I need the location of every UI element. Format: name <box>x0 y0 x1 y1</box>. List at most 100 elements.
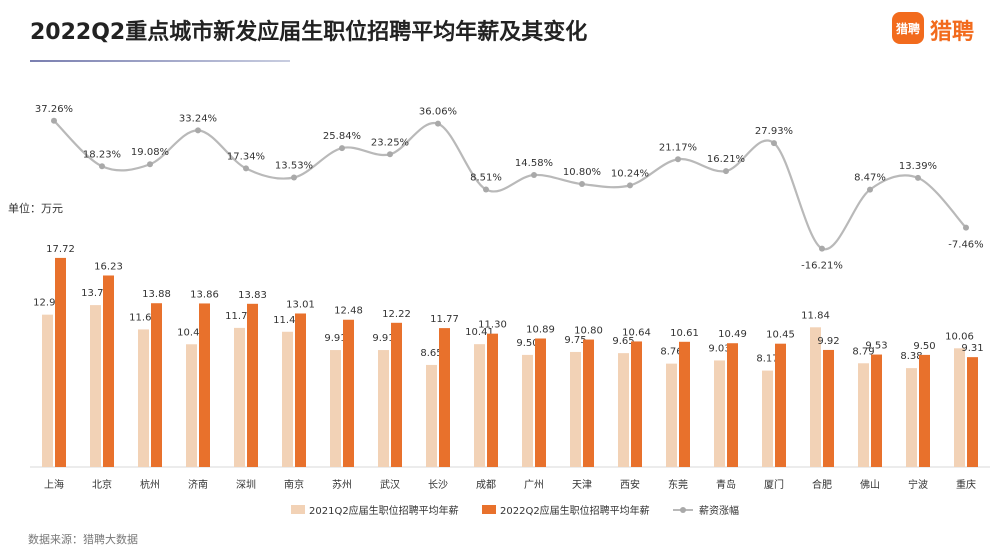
growth-point <box>51 117 57 124</box>
bar-2022 <box>391 322 402 467</box>
bar-2021-label: 9.91 <box>324 333 346 344</box>
bar-2022-label: 17.72 <box>46 244 75 255</box>
bar-2021-label: 9.50 <box>516 338 538 349</box>
bar-2022 <box>631 341 642 467</box>
bar-2022 <box>727 343 738 467</box>
growth-label: 23.25% <box>371 137 409 148</box>
bar-2021-label: 9.91 <box>372 333 394 344</box>
bar-2022-label: 10.45 <box>766 330 795 341</box>
bar-2021 <box>378 350 389 467</box>
bar-2022-label: 13.88 <box>142 289 171 300</box>
growth-point <box>291 174 297 181</box>
bar-2022-label: 11.30 <box>478 320 507 331</box>
bar-2021-label: 9.03 <box>708 343 730 354</box>
growth-point <box>627 182 633 189</box>
bar-2021-label: 9.75 <box>564 335 586 346</box>
growth-point <box>531 172 537 179</box>
x-tick-label: 佛山 <box>860 478 880 491</box>
bar-2022 <box>583 339 594 467</box>
bar-2022 <box>775 343 786 467</box>
bar-2021 <box>90 305 101 467</box>
growth-label: 21.17% <box>659 142 697 153</box>
bar-2022-label: 9.53 <box>865 341 887 352</box>
bar-2022-label: 13.86 <box>190 289 219 300</box>
growth-label: 17.34% <box>227 151 265 162</box>
bar-2021 <box>906 368 917 467</box>
bar-2022-label: 10.64 <box>622 327 651 338</box>
bar-2022 <box>439 328 450 467</box>
bar-2021-label: 8.79 <box>852 346 874 357</box>
legend-swatch-2022 <box>482 505 496 514</box>
growth-label: 10.80% <box>563 167 601 178</box>
bar-2022 <box>535 338 546 467</box>
bar-2021 <box>138 329 149 467</box>
growth-point <box>675 156 681 163</box>
growth-point <box>195 127 201 134</box>
x-tick-label: 宁波 <box>908 478 928 491</box>
legend-swatch-2021 <box>291 505 305 514</box>
growth-point <box>771 140 777 147</box>
growth-label: 36.06% <box>419 107 457 118</box>
bar-2021-label: 8.76 <box>660 347 682 358</box>
growth-point <box>243 165 249 172</box>
legend-label-growth: 薪资涨幅 <box>699 504 739 517</box>
bar-2021-label: 8.38 <box>900 351 922 362</box>
bar-2022-label: 9.92 <box>817 336 839 347</box>
bar-2022-label: 12.22 <box>382 309 411 320</box>
growth-label: 37.26% <box>35 104 73 115</box>
bar-2021-label: 9.65 <box>612 336 634 347</box>
bar-2022 <box>103 275 114 467</box>
bar-2021 <box>618 353 629 467</box>
page-title: 2022Q2重点城市新发应届生职位招聘平均年薪及其变化 <box>30 20 588 45</box>
growth-line <box>53 120 967 251</box>
growth-point <box>387 151 393 158</box>
x-tick-label: 济南 <box>188 478 208 491</box>
bar-2021 <box>714 360 725 467</box>
bar-2021 <box>330 350 341 467</box>
x-tick-label: 杭州 <box>140 478 160 491</box>
bar-2022-label: 12.48 <box>334 306 363 317</box>
bar-2021 <box>42 314 53 467</box>
bar-2021 <box>426 364 437 467</box>
bar-2021 <box>954 348 965 467</box>
legend-label-2021: 2021Q2应届生职位招聘平均年薪 <box>309 504 459 517</box>
growth-label: -16.21% <box>801 261 843 272</box>
bar-2022-label: 9.50 <box>913 341 935 352</box>
bar-2021-label: 11.46 <box>273 315 302 326</box>
bar-2021 <box>186 344 197 467</box>
bar-2022-label: 10.49 <box>718 329 747 340</box>
growth-label: 25.84% <box>323 131 361 142</box>
growth-point <box>99 163 105 170</box>
bar-2021-label: 10.06 <box>945 331 974 342</box>
legend-swatch-growth-dot <box>680 507 686 513</box>
x-tick-label: 北京 <box>92 478 112 491</box>
bar-2022 <box>823 349 834 467</box>
bar-2022-label: 10.80 <box>574 326 603 337</box>
title-underline <box>30 60 290 62</box>
growth-label: 8.51% <box>470 173 502 184</box>
bar-2022 <box>679 341 690 467</box>
x-tick-label: 苏州 <box>332 478 352 491</box>
growth-label: 19.08% <box>131 147 169 158</box>
bar-2021 <box>570 351 581 467</box>
bar-2022 <box>199 303 210 467</box>
growth-label: 16.21% <box>707 154 745 165</box>
x-tick-label: 西安 <box>620 478 640 491</box>
logo-text: 猎聘 <box>930 20 975 45</box>
x-tick-label: 合肥 <box>812 478 832 491</box>
bar-2022 <box>151 303 162 467</box>
bar-2022 <box>919 354 930 467</box>
bar-2021-label: 13.72 <box>81 288 110 299</box>
logo-icon: 猎聘 <box>892 12 924 44</box>
x-tick-label: 深圳 <box>236 479 256 491</box>
bar-2022 <box>55 257 66 467</box>
bar-2021 <box>282 331 293 467</box>
bar-2022-label: 16.23 <box>94 261 123 272</box>
x-tick-label: 东莞 <box>668 478 688 491</box>
bar-2022-label: 13.01 <box>286 299 315 310</box>
growth-label: 14.58% <box>515 158 553 169</box>
bar-2022-label: 13.83 <box>238 290 267 301</box>
bar-2022-label: 10.61 <box>670 328 699 339</box>
growth-point <box>723 168 729 175</box>
x-tick-label: 武汉 <box>380 478 400 491</box>
